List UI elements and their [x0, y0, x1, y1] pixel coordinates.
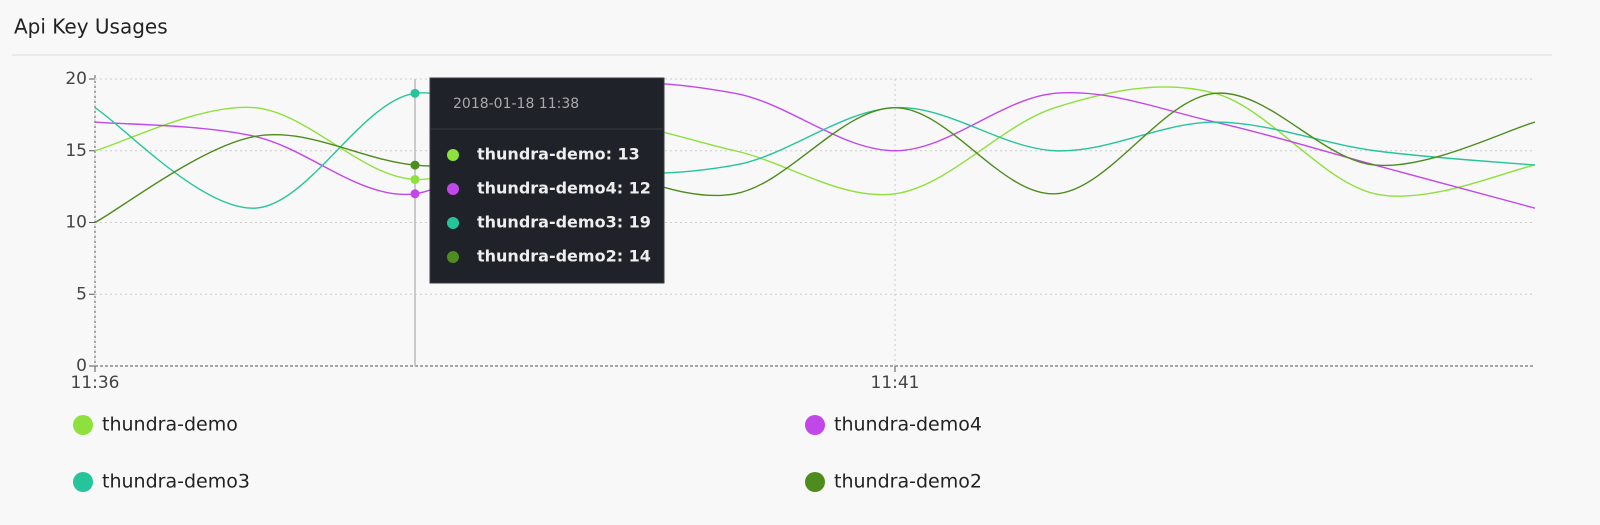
y-tick-label: 5	[76, 284, 87, 304]
tooltip-item: thundra-demo: 13	[477, 145, 640, 164]
legend-label: thundra-demo4	[834, 414, 982, 436]
series-line	[94, 82, 1536, 209]
tooltip-swatch	[447, 251, 459, 263]
legend-label: thundra-demo	[102, 414, 238, 436]
tooltip-item: thundra-demo2: 14	[477, 247, 651, 266]
y-tick-label: 20	[65, 69, 87, 89]
y-tick-label: 10	[65, 213, 87, 233]
legend-swatch	[73, 415, 93, 435]
hover-dot	[410, 88, 420, 98]
tooltip-title: 2018-01-18 11:38	[453, 96, 579, 112]
tooltip-swatch	[447, 183, 459, 195]
tooltip	[429, 77, 665, 284]
tooltip-swatch	[447, 217, 459, 229]
x-tick-label: 11:41	[871, 373, 920, 393]
hover-dot	[410, 174, 420, 184]
series-line	[94, 92, 1536, 209]
y-tick-label: 15	[65, 141, 87, 161]
chart-title: Api Key Usages	[14, 15, 168, 39]
hover-dot	[410, 160, 420, 170]
tooltip-swatch	[447, 149, 459, 161]
legend-swatch	[805, 472, 825, 492]
tooltip-item: thundra-demo4: 12	[477, 179, 651, 198]
series-line	[94, 92, 1536, 224]
legend-label: thundra-demo3	[102, 471, 250, 493]
series-line	[94, 86, 1536, 197]
legend-swatch	[73, 472, 93, 492]
legend-label: thundra-demo2	[834, 471, 982, 493]
hover-dot	[410, 189, 420, 199]
x-tick-label: 11:36	[71, 373, 120, 393]
legend-swatch	[805, 415, 825, 435]
y-tick-label: 0	[76, 356, 87, 376]
tooltip-item: thundra-demo3: 19	[477, 213, 651, 232]
